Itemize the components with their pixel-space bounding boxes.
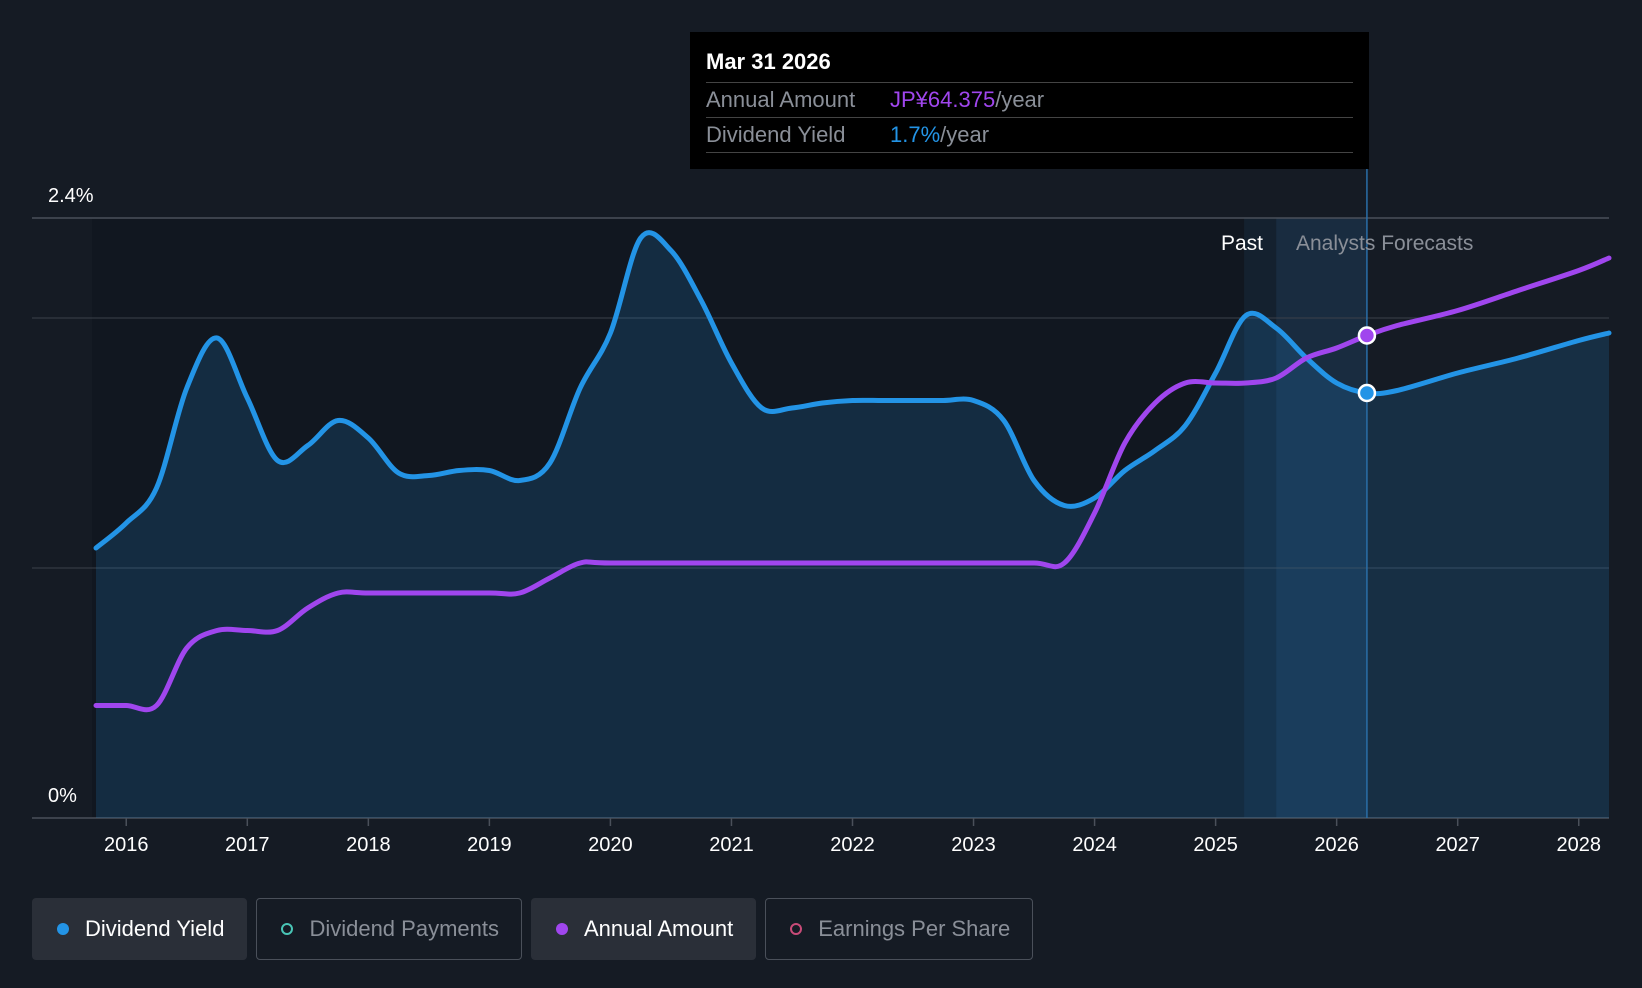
tooltip-annual-amount-unit: /year [995, 87, 1045, 112]
x-tick-label-2021: 2021 [709, 834, 754, 856]
earnings-per-share-dot-icon [790, 923, 803, 935]
legend-earnings-per-share-label: Earnings Per Share [818, 916, 1011, 941]
x-tick-label-2025: 2025 [1193, 834, 1238, 856]
dividend-yield-area [96, 232, 1609, 819]
dividend-yield-line [93, 230, 1612, 551]
x-tick-label-2019: 2019 [467, 834, 512, 856]
dividend-payments-dot-icon [281, 923, 294, 935]
tooltip-dividend-yield-row: Dividend Yield 1.7% /year [706, 118, 1353, 153]
tooltip-dividend-yield-value: 1.7% [890, 122, 941, 147]
legend-dividend-payments-button[interactable]: Dividend Payments [256, 898, 522, 960]
legend-dividend-payments-label: Dividend Payments [309, 916, 499, 941]
x-tick-label-2018: 2018 [346, 834, 391, 856]
legend-dividend-yield-button[interactable]: Dividend Yield [32, 898, 248, 960]
x-tick-label-2016: 2016 [104, 834, 149, 856]
x-tick-label-2022: 2022 [830, 834, 875, 856]
legend: Dividend Yield Dividend Payments Annual … [32, 898, 1034, 960]
dividend-yield-cursor-marker [1357, 383, 1377, 403]
annual-amount-line [93, 255, 1612, 713]
annual-amount-dot-icon [555, 923, 568, 935]
tooltip-annual-amount-row: Annual Amount JP¥64.375 /year [706, 83, 1353, 118]
past-label: Past [1221, 232, 1263, 255]
x-tick-label-2023: 2023 [951, 834, 996, 856]
annual-amount-cursor-marker [1357, 326, 1377, 345]
y-tick-label-top: 2.4% [48, 185, 94, 207]
y-tick-label-bottom: 0% [48, 785, 77, 807]
tooltip-annual-amount-label: Annual Amount [706, 87, 856, 112]
x-tick-label-2027: 2027 [1435, 834, 1480, 856]
legend-annual-amount-button[interactable]: Annual Amount [530, 898, 757, 960]
dividend-yield-dot-icon [57, 923, 69, 935]
legend-earnings-per-share-button[interactable]: Earnings Per Share [765, 898, 1034, 960]
legend-dividend-yield-label: Dividend Yield [85, 916, 225, 941]
legend-annual-amount-label: Annual Amount [583, 916, 734, 941]
x-tick-label-2024: 2024 [1072, 834, 1117, 856]
forecast-label: Analysts Forecasts [1296, 232, 1473, 255]
tooltip-date: Mar 31 2026 [706, 46, 1353, 83]
tooltip-annual-amount-value: JP¥64.375 [890, 87, 996, 112]
x-tick-label-2017: 2017 [225, 834, 270, 856]
x-tick-label-2020: 2020 [588, 834, 633, 856]
tooltip-dividend-yield-label: Dividend Yield [706, 122, 846, 147]
tooltip: Mar 31 2026 Annual Amount JP¥64.375 /yea… [690, 32, 1369, 169]
x-tick-label-2028: 2028 [1556, 834, 1601, 856]
x-tick-label-2026: 2026 [1314, 834, 1359, 856]
tooltip-dividend-yield-unit: /year [940, 122, 990, 147]
